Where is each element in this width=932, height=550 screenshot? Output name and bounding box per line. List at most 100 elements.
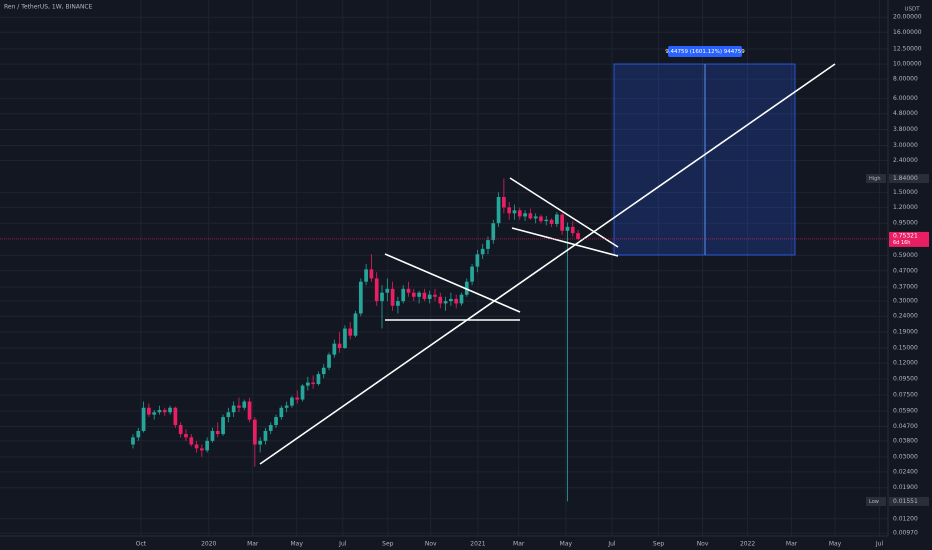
candle-body bbox=[343, 328, 347, 349]
candle-body bbox=[358, 281, 363, 314]
candle-body bbox=[141, 407, 146, 431]
x-tick-label: Nov bbox=[425, 541, 437, 548]
candle-body bbox=[321, 367, 326, 375]
candle-body bbox=[374, 278, 379, 302]
candle-body bbox=[136, 430, 141, 438]
x-tick-label: 2020 bbox=[201, 541, 216, 548]
candle-body bbox=[221, 417, 225, 435]
last-price-label: 0.75321 bbox=[893, 232, 918, 239]
y-tick-label: 4.80000 bbox=[893, 110, 918, 117]
candle-body bbox=[565, 226, 570, 231]
y-tick-label: 6.00000 bbox=[893, 95, 918, 102]
candle-body bbox=[502, 197, 506, 208]
candle-body bbox=[438, 296, 443, 304]
candle-body bbox=[284, 405, 289, 408]
countdown-label: 6d 16h bbox=[893, 240, 910, 246]
y-tick-label: 2.40000 bbox=[893, 157, 918, 164]
low-tag bbox=[866, 496, 886, 506]
x-tick-label: May bbox=[560, 541, 573, 548]
candle-body bbox=[252, 419, 257, 445]
candle-body bbox=[226, 412, 231, 418]
candles bbox=[131, 178, 580, 502]
candle-body bbox=[178, 425, 183, 435]
y-tick-label: 0.47000 bbox=[893, 267, 918, 274]
candle-body bbox=[517, 210, 522, 217]
last-price-tag bbox=[889, 231, 929, 247]
y-tick-label: 0.01900 bbox=[893, 484, 918, 491]
projection-tag bbox=[668, 46, 742, 57]
y-tick-label: 0.12000 bbox=[893, 360, 918, 367]
candle-body bbox=[152, 412, 157, 415]
candle-body bbox=[496, 197, 501, 224]
y-tick-label: 0.15000 bbox=[893, 345, 918, 352]
x-tick-label: Mar bbox=[247, 541, 259, 548]
candle-body bbox=[549, 219, 554, 224]
high-value-tag bbox=[889, 174, 929, 184]
low-text: Low bbox=[869, 499, 879, 505]
y-tick-label: 12.50000 bbox=[893, 45, 922, 52]
candle-body bbox=[263, 430, 268, 441]
candle-body bbox=[300, 385, 305, 400]
x-tick-label: Oct bbox=[136, 541, 147, 548]
candle-body bbox=[268, 425, 273, 431]
candle-body bbox=[411, 292, 416, 297]
candle-body bbox=[353, 313, 358, 336]
candle-body bbox=[475, 254, 480, 267]
candle-body bbox=[491, 223, 496, 241]
y-tick-label: 0.95000 bbox=[893, 220, 918, 227]
candle-body bbox=[369, 269, 374, 279]
candle-body bbox=[348, 328, 353, 336]
x-tick-label: Jul bbox=[875, 541, 884, 548]
y-tick-label: 20.00000 bbox=[893, 14, 922, 21]
candle-body bbox=[486, 240, 490, 249]
candle-body bbox=[189, 437, 194, 445]
candle-body bbox=[533, 216, 538, 219]
candle-body bbox=[162, 409, 167, 413]
candle-body bbox=[528, 213, 533, 219]
candle-body bbox=[449, 298, 453, 302]
currency-label: USDT bbox=[904, 7, 920, 13]
wedge-line bbox=[509, 177, 619, 248]
candle-body bbox=[200, 448, 204, 451]
candle-body bbox=[184, 434, 188, 438]
candle-body bbox=[427, 294, 432, 299]
candle-body bbox=[570, 226, 575, 234]
x-tick-label: Sep bbox=[653, 541, 665, 548]
y-tick-label: 0.01200 bbox=[893, 515, 918, 522]
y-tick-label: 0.59000 bbox=[893, 252, 918, 259]
candle-body bbox=[523, 213, 527, 217]
candle-body bbox=[539, 216, 543, 222]
candle-body bbox=[433, 294, 437, 297]
x-tick-label: Mar bbox=[513, 541, 525, 548]
candle-body bbox=[279, 407, 284, 418]
candle-body bbox=[258, 440, 263, 445]
candle-body bbox=[555, 214, 559, 224]
candle-body bbox=[470, 266, 474, 282]
drawings bbox=[259, 63, 836, 465]
candle-body bbox=[215, 430, 220, 435]
wedge-line bbox=[511, 227, 619, 257]
x-tick-label: 2021 bbox=[470, 541, 485, 548]
x-tick-label: Jul bbox=[338, 541, 347, 548]
x-tick-label: 2022 bbox=[740, 541, 755, 548]
candle-body bbox=[422, 292, 427, 299]
y-tick-label: 0.02400 bbox=[893, 468, 918, 475]
y-tick-label: 3.80000 bbox=[893, 126, 918, 133]
candle-body bbox=[327, 354, 331, 368]
x-tick-label: Jul bbox=[607, 541, 616, 548]
y-tick-label: 10.00000 bbox=[893, 61, 922, 68]
y-tick-label: 0.37000 bbox=[893, 283, 918, 290]
candle-body bbox=[390, 288, 395, 306]
candle-body bbox=[157, 409, 162, 413]
y-tick-label: 0.04700 bbox=[893, 423, 918, 430]
high-tag bbox=[866, 174, 886, 184]
candle-body bbox=[443, 301, 448, 304]
candle-body bbox=[237, 405, 241, 408]
candle-body bbox=[512, 210, 517, 214]
y-tick-label: 0.09500 bbox=[893, 375, 918, 382]
candle-body bbox=[332, 343, 337, 355]
candle-body bbox=[168, 407, 172, 413]
candle-body bbox=[131, 437, 135, 445]
